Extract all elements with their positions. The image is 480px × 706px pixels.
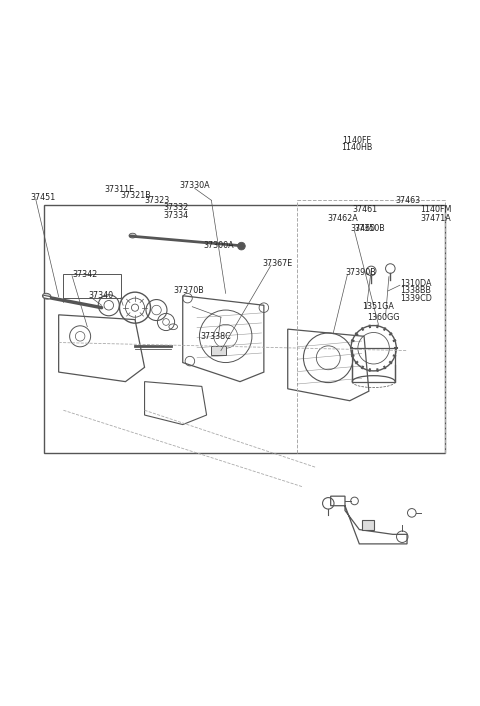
Text: 37367E: 37367E	[263, 259, 293, 268]
Text: 37370B: 37370B	[173, 285, 204, 294]
Text: 37323: 37323	[144, 196, 170, 205]
Text: 1360GG: 1360GG	[367, 313, 399, 322]
Ellipse shape	[42, 293, 51, 299]
Text: 37321B: 37321B	[120, 191, 152, 200]
Text: 37342: 37342	[72, 270, 97, 279]
FancyBboxPatch shape	[362, 520, 373, 530]
FancyBboxPatch shape	[211, 346, 226, 355]
Circle shape	[238, 242, 245, 250]
Text: 37340: 37340	[88, 292, 113, 300]
Text: 1140FF: 1140FF	[342, 136, 372, 145]
Text: 37461: 37461	[352, 205, 377, 215]
Text: 1140FM: 1140FM	[420, 205, 452, 215]
Ellipse shape	[129, 233, 136, 238]
Text: 37338C: 37338C	[201, 332, 231, 341]
Text: 1140HB: 1140HB	[341, 143, 372, 152]
Text: 1310DA: 1310DA	[400, 280, 432, 288]
Text: 1351GA: 1351GA	[362, 301, 394, 311]
Text: 37350B: 37350B	[355, 225, 385, 234]
Text: 37471A: 37471A	[420, 214, 451, 223]
Text: 37300A: 37300A	[203, 241, 234, 250]
Text: 1338BB: 1338BB	[400, 287, 431, 296]
Text: 37332: 37332	[164, 203, 189, 212]
Text: 37463: 37463	[395, 196, 420, 205]
Text: 37330A: 37330A	[180, 181, 210, 191]
Text: 37460: 37460	[350, 225, 376, 234]
Text: 37311E: 37311E	[104, 185, 134, 194]
Text: 37334: 37334	[164, 211, 189, 220]
Text: 1339CD: 1339CD	[400, 294, 432, 303]
Text: 37462A: 37462A	[327, 214, 358, 223]
Text: 37451: 37451	[30, 193, 55, 203]
Text: 37390B: 37390B	[345, 268, 376, 277]
